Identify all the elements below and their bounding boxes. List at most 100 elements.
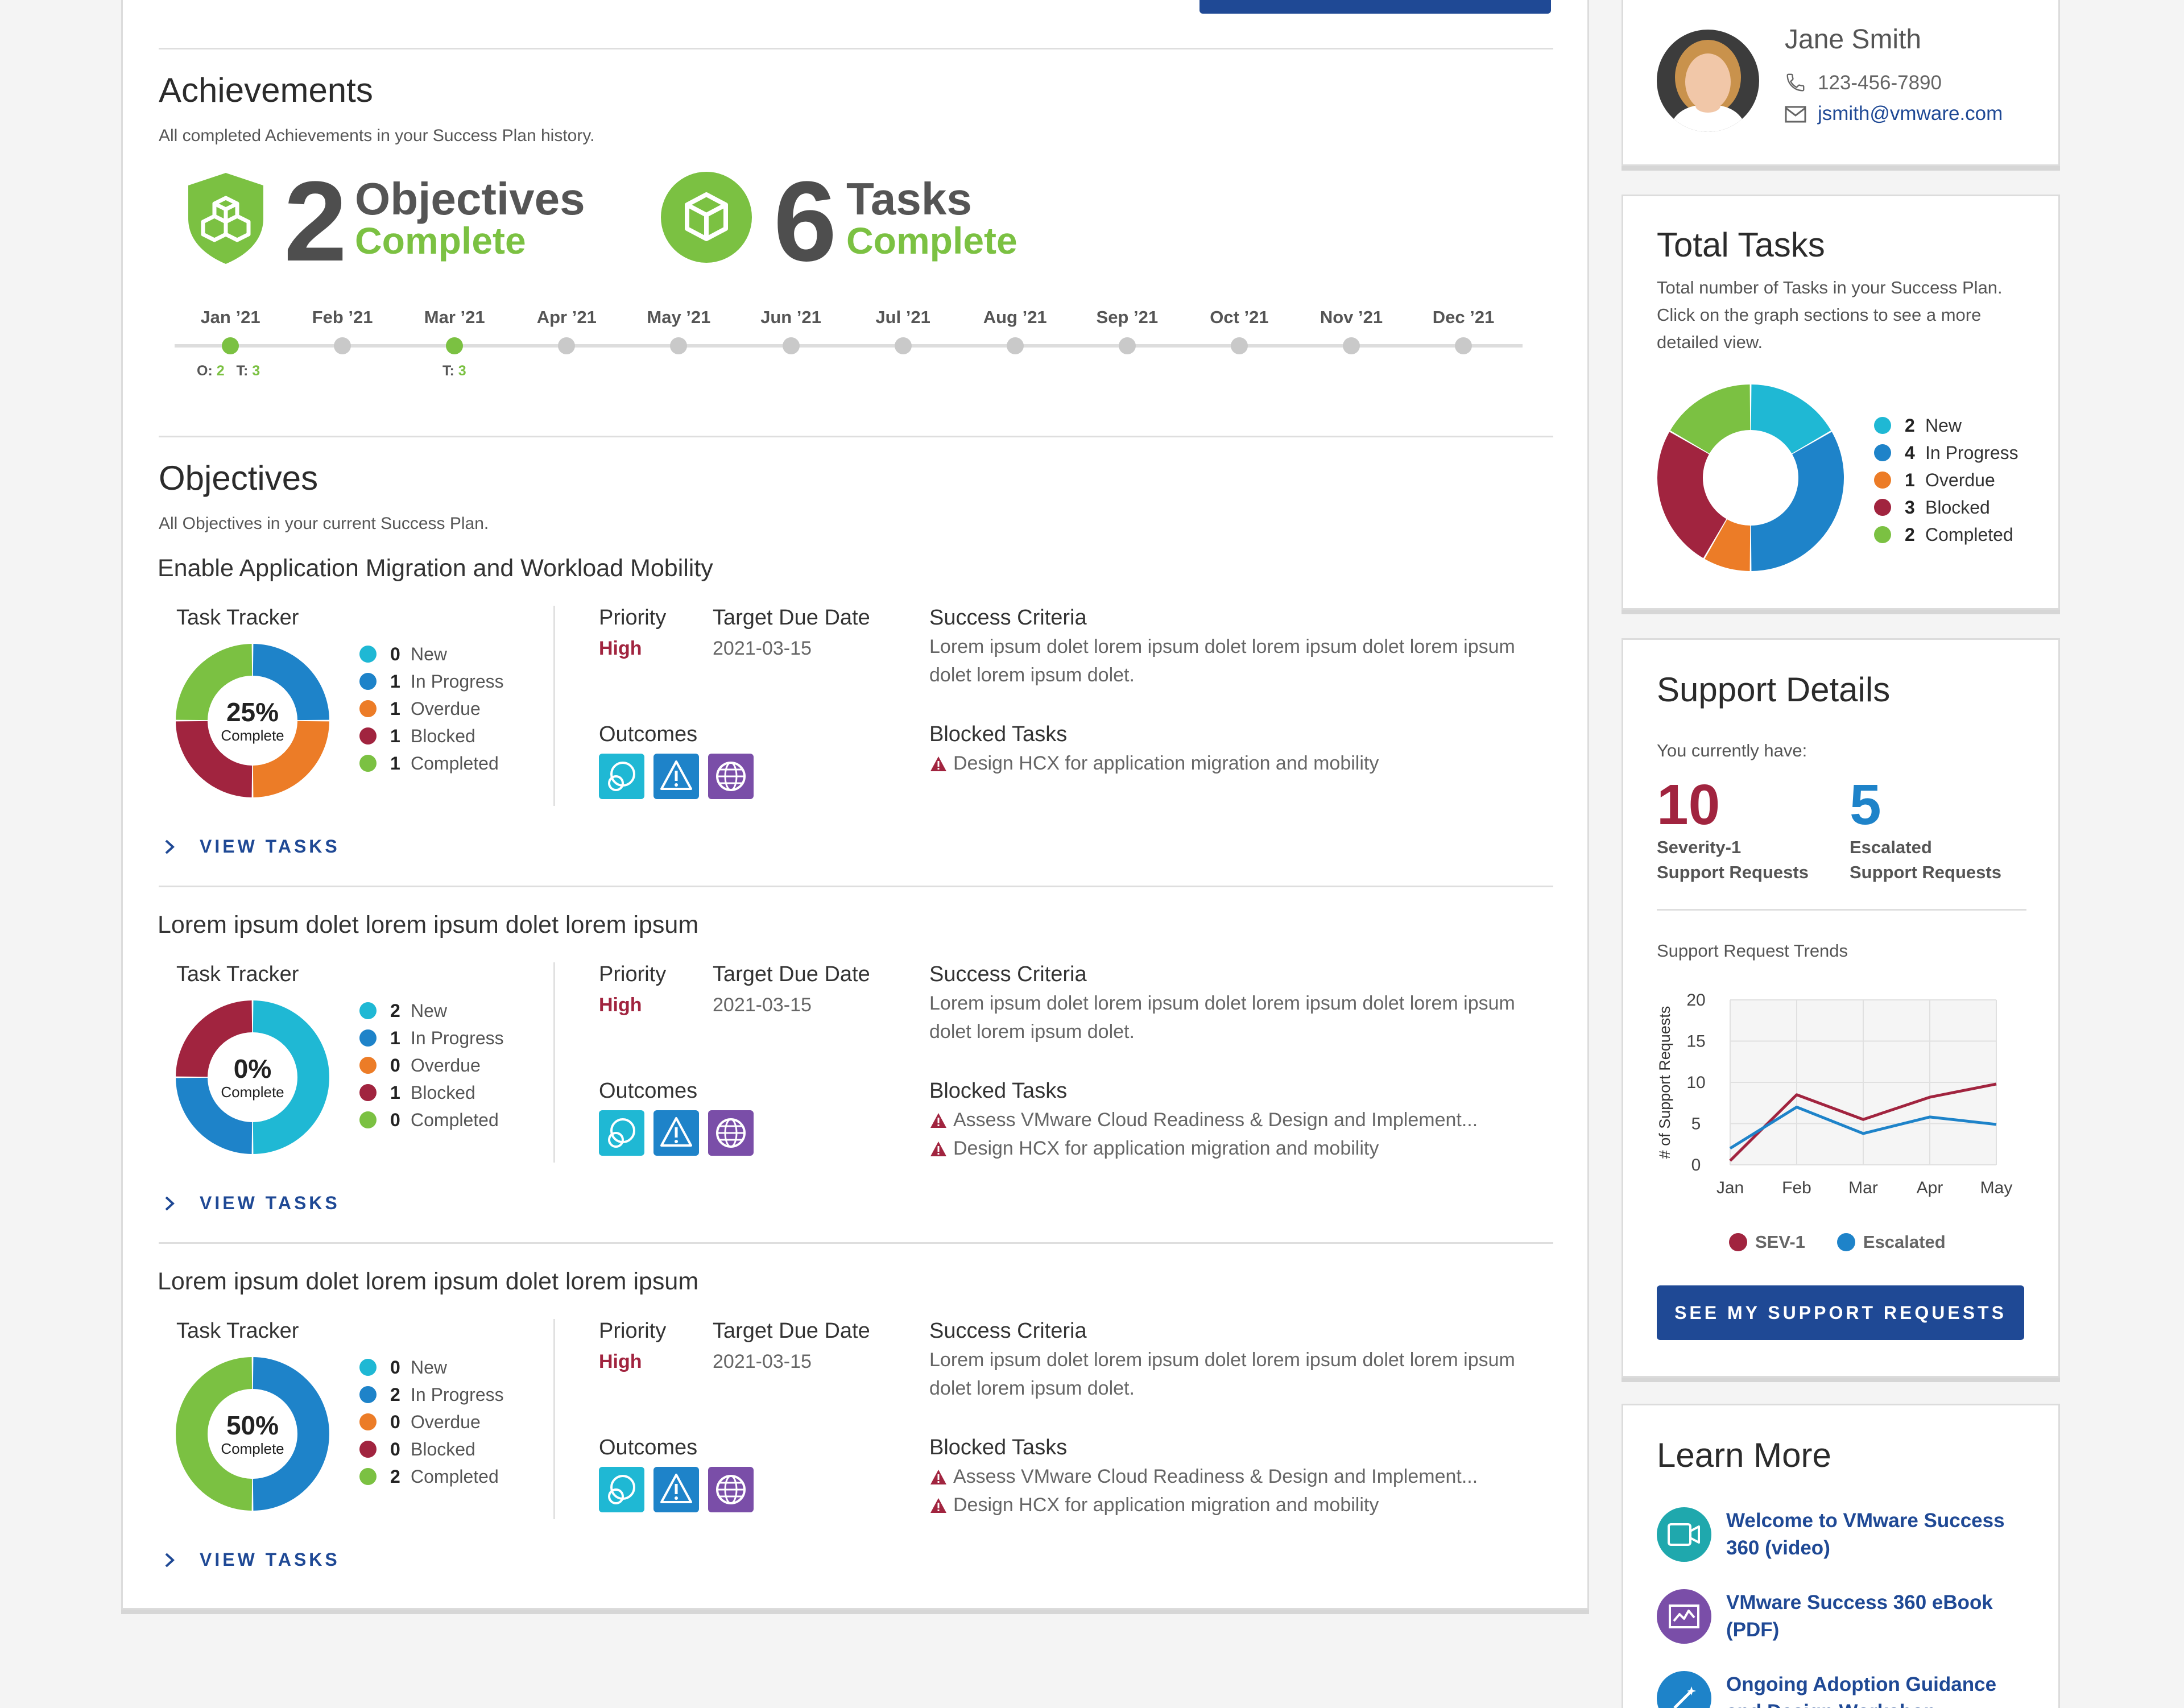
timeline-dot[interactable]	[222, 337, 239, 354]
learn-more-title: Learn More	[1657, 1436, 1831, 1474]
legend-count: 1	[390, 725, 400, 746]
warning-outcome-icon[interactable]	[653, 754, 699, 799]
legend-dot	[359, 1359, 377, 1376]
escalated-count[interactable]: 5	[1850, 773, 1881, 837]
donut-segment[interactable]	[1657, 432, 1727, 559]
see-support-requests-button[interactable]: SEE MY SUPPORT REQUESTS	[1657, 1285, 2024, 1340]
task-tracker-donut[interactable]	[176, 644, 329, 797]
view-tasks-link[interactable]: VIEW TASKS	[163, 1193, 340, 1214]
donut-segment[interactable]	[252, 1357, 329, 1511]
divider	[159, 48, 1553, 49]
learn-more-item-ebook[interactable]: VMware Success 360 eBook (PDF)	[1657, 1589, 1993, 1644]
donut-segment[interactable]	[176, 720, 253, 797]
primary-action-button[interactable]	[1199, 0, 1551, 14]
blocked-task-item[interactable]: Design HCX for application migration and…	[929, 1494, 1379, 1516]
blocked-task-item[interactable]: Design HCX for application migration and…	[929, 752, 1379, 775]
donut-segment[interactable]	[176, 644, 253, 721]
priority-value: High	[599, 994, 642, 1016]
timeline-dot[interactable]	[334, 337, 351, 354]
due-date-label: Target Due Date	[713, 1319, 870, 1343]
bubbles-outcome-icon[interactable]	[599, 754, 644, 799]
donut-segment[interactable]	[176, 1077, 253, 1154]
donut-segment[interactable]	[252, 1000, 329, 1154]
sev1-count[interactable]: 10	[1657, 773, 1720, 837]
blocked-task-item[interactable]: Assess VMware Cloud Readiness & Design a…	[929, 1109, 1478, 1131]
blocked-task-item[interactable]: Assess VMware Cloud Readiness & Design a…	[929, 1466, 1478, 1488]
task-tracker-donut[interactable]	[176, 1357, 329, 1511]
outcomes-label: Outcomes	[599, 1436, 698, 1459]
achievements-title: Achievements	[159, 71, 373, 109]
series-line-escalated[interactable]	[1729, 1106, 1997, 1150]
donut-segment[interactable]	[252, 644, 329, 721]
video-icon	[1657, 1507, 1711, 1562]
legend-row: 0 Overdue	[359, 1052, 504, 1079]
total-tasks-description: Total number of Tasks in your Success Pl…	[1657, 278, 2003, 352]
globe-outcome-icon[interactable]	[708, 754, 754, 799]
objectives-count: 2	[284, 158, 348, 285]
success-criteria-text: Lorem ipsum dolet lorem ipsum dolet lore…	[929, 992, 1515, 1043]
timeline-dot[interactable]	[894, 337, 912, 354]
timeline-dot[interactable]	[558, 337, 576, 354]
learn-more-link[interactable]: Ongoing Adoption Guidance and Design Wor…	[1726, 1671, 1996, 1708]
donut-segment[interactable]	[176, 1357, 253, 1511]
view-tasks-label: VIEW TASKS	[200, 1549, 340, 1570]
y-axis-label: # of Support Requests	[1656, 1006, 1673, 1159]
legend-label: Completed	[1925, 524, 2013, 545]
timeline-dot[interactable]	[446, 337, 464, 354]
outcomes-label: Outcomes	[599, 722, 698, 746]
timeline-dot[interactable]	[1343, 337, 1360, 354]
timeline-dot[interactable]	[1006, 337, 1024, 354]
legend-label-escalated: Escalated	[1863, 1232, 1946, 1252]
timeline-dot[interactable]	[782, 337, 800, 354]
donut-segment[interactable]	[252, 720, 329, 797]
timeline-month: Nov ’21	[1320, 307, 1383, 327]
legend-count: 1	[1905, 469, 1915, 490]
view-tasks-link[interactable]: VIEW TASKS	[163, 1549, 340, 1570]
donut-segment[interactable]	[1750, 384, 1831, 454]
priority-value: High	[599, 638, 642, 659]
donut-segment[interactable]	[1705, 519, 1751, 571]
learn-more-link[interactable]: Welcome to VMware Success 360 (video)	[1726, 1507, 2005, 1562]
due-date-value: 2021-03-15	[713, 1351, 812, 1372]
globe-outcome-icon[interactable]	[708, 1110, 754, 1156]
legend-label: New	[411, 643, 448, 664]
timeline-dot[interactable]	[670, 337, 688, 354]
series-line-sev-1[interactable]	[1729, 1082, 1997, 1162]
legend-label: Blocked	[411, 1438, 475, 1459]
view-tasks-link[interactable]: VIEW TASKS	[163, 836, 340, 857]
legend-count: 0	[390, 1109, 400, 1130]
globe-outcome-icon[interactable]	[708, 1467, 754, 1512]
donut-segment[interactable]	[1750, 432, 1844, 571]
warning-outcome-icon[interactable]	[653, 1110, 699, 1156]
escalated-label: Escalated Support Requests	[1850, 835, 2001, 885]
timeline-month: Jul ’21	[875, 307, 930, 327]
task-tracker-donut[interactable]	[176, 1000, 329, 1154]
blocked-tasks-label: Blocked Tasks	[929, 1436, 1068, 1459]
contact-email-link[interactable]: jsmith@vmware.com	[1818, 102, 2003, 125]
support-trends-chart[interactable]: Jan Feb Mar Apr May 0 5 10 15 20 # of Support Requ…	[1649, 978, 2013, 1206]
legend-count: 1	[390, 752, 400, 774]
learn-more-item-workshop[interactable]: Ongoing Adoption Guidance and Design Wor…	[1657, 1671, 1996, 1708]
timeline-dot[interactable]	[1230, 337, 1248, 354]
bubbles-outcome-icon[interactable]	[599, 1110, 644, 1156]
contact-phone: 123-456-7890	[1818, 72, 1942, 94]
priority-value: High	[599, 1351, 642, 1372]
legend-label: Overdue	[411, 1054, 481, 1076]
timeline-month: Apr ’21	[536, 307, 597, 327]
timeline-month: May ’21	[647, 307, 711, 327]
total-tasks-donut[interactable]	[1657, 384, 1844, 572]
blocked-task-item[interactable]: Design HCX for application migration and…	[929, 1138, 1379, 1160]
legend-dot	[359, 673, 377, 690]
timeline-dot[interactable]	[1118, 337, 1136, 354]
donut-segment[interactable]	[176, 1000, 253, 1078]
donut-segment[interactable]	[1670, 384, 1751, 454]
learn-more-item-video[interactable]: Welcome to VMware Success 360 (video)	[1657, 1507, 2005, 1562]
success-plan-card	[121, 0, 1589, 1610]
contact-name: Jane Smith	[1785, 24, 1922, 55]
total-tasks-legend: 2 New 4 In Progress 1 Overdue 3 Blocked 2 Complet…	[1874, 412, 2018, 548]
legend-count: 3	[1905, 497, 1915, 518]
warning-outcome-icon[interactable]	[653, 1467, 699, 1512]
bubbles-outcome-icon[interactable]	[599, 1467, 644, 1512]
timeline-dot[interactable]	[1455, 337, 1472, 354]
learn-more-link[interactable]: VMware Success 360 eBook (PDF)	[1726, 1589, 1993, 1644]
